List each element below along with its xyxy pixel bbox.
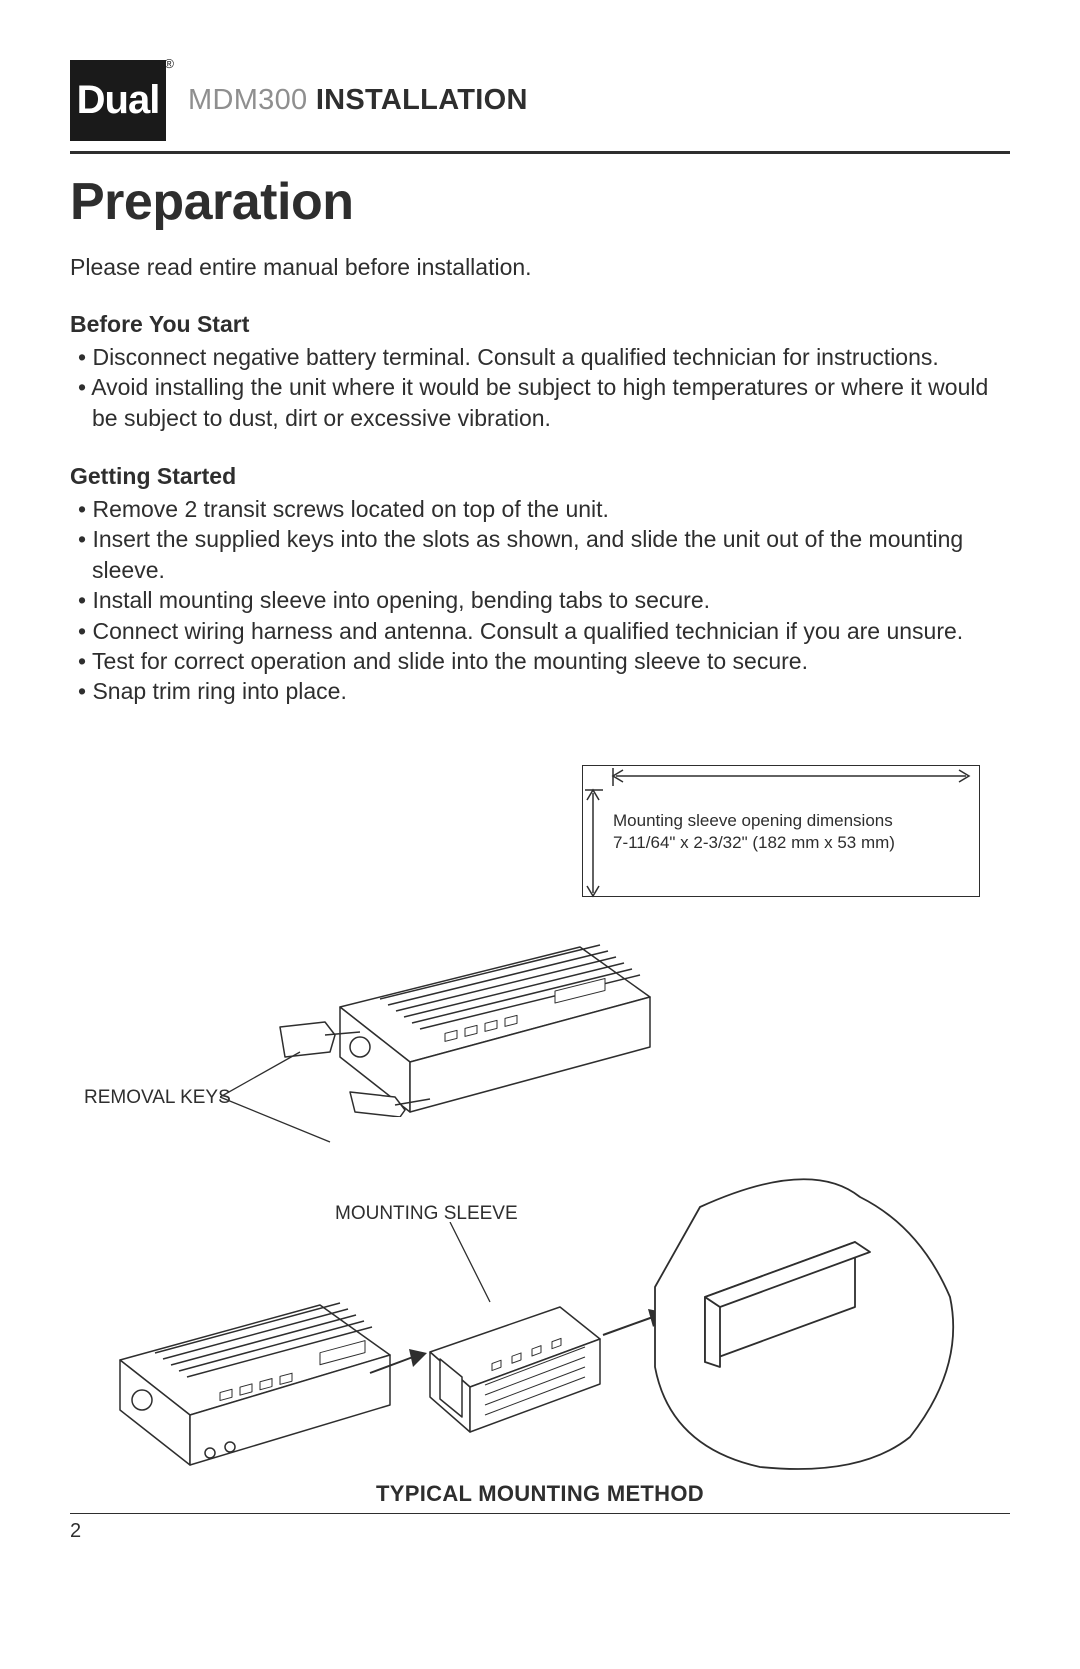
diagram-caption: TYPICAL MOUNTING METHOD	[70, 1481, 1010, 1507]
removal-keys-label: REMOVAL KEYS	[84, 1087, 231, 1109]
header-model: MDM300	[188, 84, 307, 116]
bullet-item: • Snap trim ring into place.	[70, 676, 1010, 706]
brand-logo-text: Dual	[77, 78, 160, 123]
bullet-item: • Connect wiring harness and antenna. Co…	[70, 616, 1010, 646]
head-unit-bottom-illustration	[80, 1265, 410, 1475]
bullet-item: • Avoid installing the unit where it wou…	[70, 372, 1010, 433]
main-heading: Preparation	[70, 172, 1010, 232]
leader-line-icon	[220, 1047, 350, 1157]
bullet-list: • Disconnect negative battery terminal. …	[70, 342, 1010, 433]
footer-rule	[70, 1513, 1010, 1514]
intro-text: Please read entire manual before install…	[70, 254, 1010, 281]
bullet-item: • Install mounting sleeve into opening, …	[70, 585, 1010, 615]
bullet-item: • Test for correct operation and slide i…	[70, 646, 1010, 676]
dimension-text-line2: 7-11/64" x 2-3/32" (182 mm x 53 mm)	[613, 832, 961, 854]
dimension-arrow-horizontal-icon	[611, 766, 971, 786]
bullet-list: • Remove 2 transit screws located on top…	[70, 494, 1010, 707]
dashboard-panel-illustration	[610, 1167, 990, 1487]
diagram-area: Mounting sleeve opening dimensions 7-11/…	[70, 737, 1010, 1507]
header-title: MDM300 INSTALLATION	[188, 84, 528, 117]
section-before-you-start: Before You Start • Disconnect negative b…	[70, 311, 1010, 433]
dimension-box: Mounting sleeve opening dimensions 7-11/…	[582, 765, 980, 897]
mounting-sleeve-illustration	[400, 1267, 620, 1467]
page-header: Dual ® MDM300 INSTALLATION	[70, 60, 1010, 141]
dimension-arrow-vertical-icon	[583, 788, 603, 898]
page-number: 2	[70, 1520, 1010, 1543]
registered-mark: ®	[164, 56, 174, 71]
bullet-item: • Disconnect negative battery terminal. …	[70, 342, 1010, 372]
dimension-text-line1: Mounting sleeve opening dimensions	[613, 810, 961, 832]
header-title-word: INSTALLATION	[316, 84, 528, 116]
bullet-item: • Remove 2 transit screws located on top…	[70, 494, 1010, 524]
section-getting-started: Getting Started • Remove 2 transit screw…	[70, 463, 1010, 707]
header-rule	[70, 151, 1010, 154]
section-heading: Before You Start	[70, 311, 1010, 338]
bullet-item: • Insert the supplied keys into the slot…	[70, 524, 1010, 585]
section-heading: Getting Started	[70, 463, 1010, 490]
brand-logo: Dual ®	[70, 60, 166, 141]
